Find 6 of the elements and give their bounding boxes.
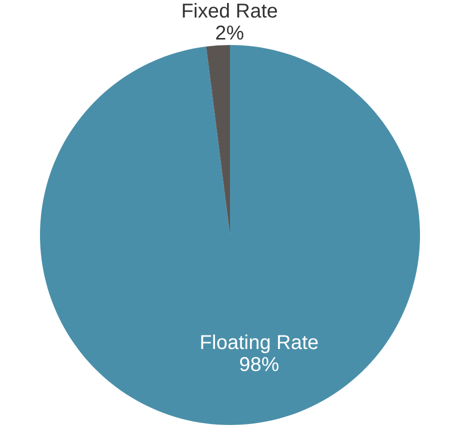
pie-slice: [40, 45, 420, 425]
data-label: 2%: [215, 22, 244, 44]
slice-label: Floating Rate: [200, 332, 319, 354]
data-label: 98%: [239, 354, 280, 376]
pie-slice: [206, 45, 230, 235]
slice-label: Fixed Rate: [181, 0, 278, 22]
